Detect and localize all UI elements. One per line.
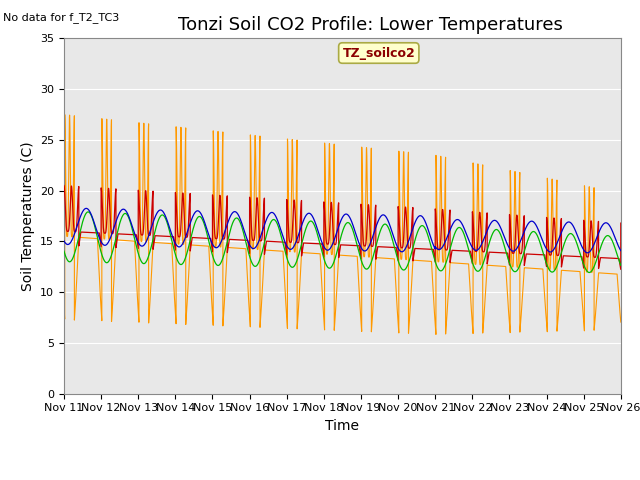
Text: TZ_soilco2: TZ_soilco2 (342, 47, 415, 60)
X-axis label: Time: Time (325, 419, 360, 433)
Text: No data for f_T2_TC3: No data for f_T2_TC3 (3, 12, 120, 23)
Title: Tonzi Soil CO2 Profile: Lower Temperatures: Tonzi Soil CO2 Profile: Lower Temperatur… (178, 16, 563, 34)
Legend: Open -8cm, Tree -8cm, Open -16cm, Tree -16cm: Open -8cm, Tree -8cm, Open -16cm, Tree -… (97, 478, 588, 480)
Y-axis label: Soil Temperatures (C): Soil Temperatures (C) (20, 141, 35, 291)
